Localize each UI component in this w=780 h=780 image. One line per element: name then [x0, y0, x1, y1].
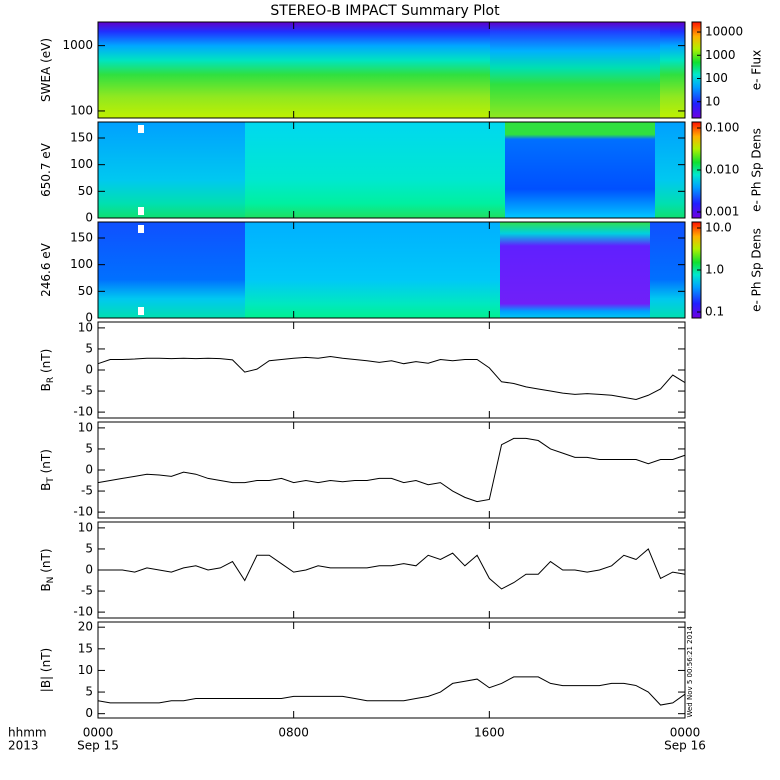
- colorbar-label: e- Ph Sp Dens: [750, 128, 764, 212]
- x-tick-label: 0000: [83, 726, 114, 740]
- colorbar-tick-label: 10.0: [705, 221, 732, 235]
- spectrogram-fill: [98, 22, 685, 318]
- y-tick-label: 50: [78, 284, 93, 298]
- y-axis-label: SWEA (eV): [39, 38, 53, 102]
- colorbar-tick-label: 0.100: [705, 121, 739, 135]
- panel-frame: [97, 221, 686, 319]
- y-tick-label: 0: [85, 463, 93, 477]
- y-axis-label-sub: T: [46, 477, 56, 484]
- y-tick-label: 0: [85, 211, 93, 225]
- y-tick-label: -10: [73, 505, 93, 519]
- year-label: 2013: [8, 739, 39, 753]
- y-tick-label: -5: [81, 384, 93, 398]
- timestamp: Wed Nov 5 00:56:21 2014: [686, 625, 694, 717]
- y-axis-label: |B| (nT): [39, 648, 53, 692]
- y-tick-label: 10: [78, 663, 93, 677]
- y-tick-label: -5: [81, 484, 93, 498]
- x-tick-label: 0000: [670, 726, 701, 740]
- colorbar-tick-label: 0.010: [705, 163, 739, 177]
- colorbar-tick-label: 0.1: [705, 305, 724, 319]
- y-axis-label-main: 650.7 eV: [39, 142, 53, 197]
- y-tick-label: 20: [78, 620, 93, 634]
- panel-frame: [97, 121, 686, 219]
- y-axis-label-main: 246.6 eV: [39, 242, 53, 297]
- y-axis-label-sub: R: [46, 377, 56, 383]
- y-axis-label-unit: (nT): [39, 349, 53, 377]
- panel-frame: [97, 21, 686, 119]
- panel-frame: [97, 321, 686, 419]
- data-line: [97, 676, 686, 706]
- chart-title: STEREO-B IMPACT Summary Plot: [270, 3, 500, 19]
- y-tick-label: 5: [85, 541, 93, 555]
- colorbar-label: e- Ph Sp Dens: [750, 228, 764, 312]
- y-axis-label-sub: N: [46, 577, 56, 584]
- y-tick-label: 100: [70, 157, 93, 171]
- colorbar-tick-label: 10: [705, 94, 720, 108]
- y-axis-label-main: |B| (nT): [39, 648, 53, 692]
- colorbar-tick-label: 100: [705, 71, 728, 85]
- y-axis-label-main: B: [39, 583, 53, 591]
- y-axis-label-main: B: [39, 383, 53, 391]
- y-tick-label: -5: [81, 584, 93, 598]
- data-line: [97, 437, 686, 503]
- y-axis-label-main: SWEA (eV): [39, 38, 53, 102]
- y-axis-label: BN (nT): [39, 548, 56, 591]
- colorbar-tick-label: 10000: [705, 25, 743, 39]
- x-tick-label: 0800: [278, 726, 309, 740]
- y-axis-label-unit: (nT): [39, 548, 53, 576]
- x-tick-date: Sep 16: [664, 739, 706, 753]
- panel-frame: [97, 621, 686, 719]
- y-tick-label: 5: [85, 685, 93, 699]
- panel-frame: [97, 421, 686, 519]
- y-axis-label-main: B: [39, 483, 53, 491]
- y-tick-label: 150: [70, 131, 93, 145]
- panel-frame: [97, 521, 686, 619]
- y-tick-label: -10: [73, 405, 93, 419]
- y-tick-label: 5: [85, 341, 93, 355]
- y-tick-label: 10: [78, 320, 93, 334]
- y-tick-label: 100: [70, 257, 93, 271]
- y-tick-label: 5: [85, 441, 93, 455]
- y-axis-label: 246.6 eV: [39, 242, 53, 297]
- y-tick-label: 10: [78, 420, 93, 434]
- y-tick-label: 50: [78, 184, 93, 198]
- y-tick-label: 0: [85, 706, 93, 720]
- y-tick-label: -10: [73, 605, 93, 619]
- data-line: [97, 356, 686, 400]
- colorbar-tick-label: 1.0: [705, 263, 724, 277]
- colorbar-tick-label: 1000: [705, 48, 736, 62]
- y-tick-label: 15: [78, 641, 93, 655]
- y-tick-label: 150: [70, 231, 93, 245]
- y-axis-label: 650.7 eV: [39, 142, 53, 197]
- y-axis-label: BT (nT): [39, 449, 56, 491]
- y-tick-label: 0: [85, 363, 93, 377]
- y-tick-label: 0: [85, 311, 93, 325]
- y-axis-label: BR (nT): [39, 349, 56, 392]
- x-tick-label: 1600: [474, 726, 505, 740]
- x-tick-date: Sep 15: [77, 739, 119, 753]
- colorbar: [691, 21, 702, 119]
- y-axis-label-unit: (nT): [39, 449, 53, 477]
- y-tick-label: 1000: [62, 38, 93, 52]
- colorbar-tick-label: 0.001: [705, 205, 739, 219]
- y-tick-label: 0: [85, 563, 93, 577]
- colorbar-label: e- Flux: [750, 50, 764, 90]
- data-line: [98, 548, 686, 590]
- x-axis-label: hhmm: [8, 726, 47, 740]
- y-tick-label: 10: [78, 520, 93, 534]
- y-tick-label: 100: [70, 103, 93, 117]
